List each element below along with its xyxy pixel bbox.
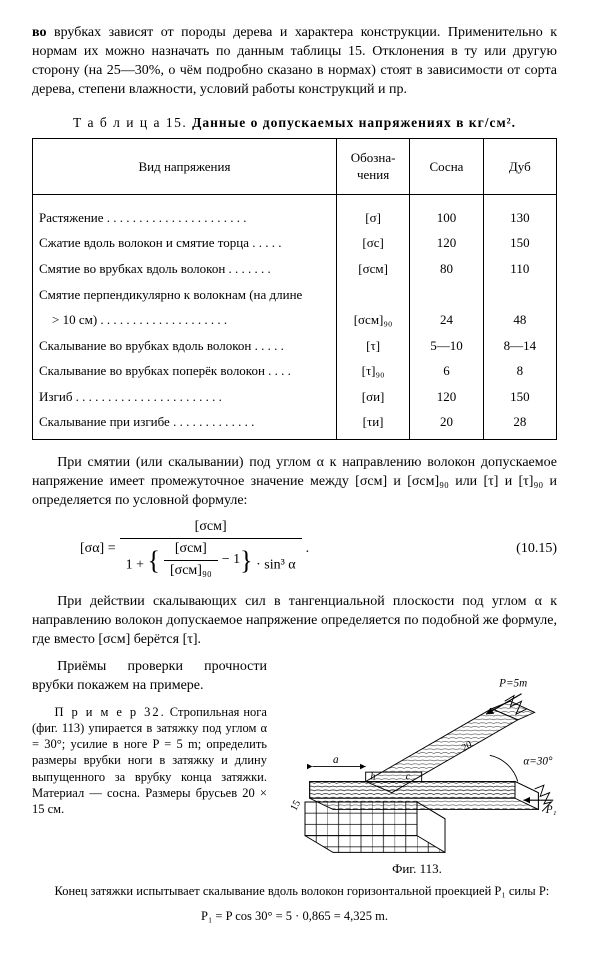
table-caption: Т а б л и ц а 15. Данные о допускаемых н… — [32, 114, 557, 132]
table-row: Скалывание во врубках поперёк волокон . … — [33, 358, 557, 384]
figure-svg: P=5m α=30° P₁ a h c 15 20 — [277, 662, 557, 858]
intro-rest: врубках зависят от породы дерева и харак… — [32, 25, 557, 97]
formula-numerator: [σсм] — [189, 518, 233, 538]
formula-period: . — [306, 540, 310, 559]
table-row: Сжатие вдоль волокон и смятие торца . . … — [33, 230, 557, 256]
label-p1: P₁ — [545, 804, 557, 816]
label-a30: α=30° — [523, 755, 553, 767]
th-kind: Вид напряжения — [33, 138, 337, 194]
table-row: Смятие перпендикулярно к волокнам (на дл… — [33, 282, 557, 308]
stress-table: Вид напряжения Обозна- чения Сосна Дуб Р… — [32, 138, 557, 440]
tail-equation: P₁ = P cos 30° = 5 · 0,865 = 4,325 m. — [32, 908, 557, 924]
formula-inner-bot: [σсм]₉₀ — [164, 560, 218, 581]
caption-title: Данные о допускаемых напряжениях в кг/см… — [192, 115, 516, 130]
label-p5m: P=5m — [498, 677, 527, 689]
table-row: Изгиб . . . . . . . . . . . . . . . . . … — [33, 384, 557, 410]
th-sym: Обозна- чения — [336, 138, 409, 194]
table-row: Растяжение . . . . . . . . . . . . . . .… — [33, 194, 557, 230]
equation-number: (10.15) — [516, 540, 557, 559]
tangential-paragraph: При действии скалывающих сил в тангенциа… — [32, 593, 557, 650]
brace-right-icon: } — [240, 552, 252, 570]
caption-prefix: Т а б л и ц а 15. — [73, 115, 192, 130]
formula-sin: · sin³ α — [256, 558, 296, 573]
label-h: h — [370, 771, 375, 782]
table-row: Смятие во врубках вдоль волокон . . . . … — [33, 256, 557, 282]
formula-one-plus: 1 + — [126, 558, 148, 573]
brace-left-icon: { — [148, 552, 160, 570]
table-row: Скалывание во врубках вдоль волокон . . … — [33, 333, 557, 359]
intro-bold: во — [32, 25, 54, 40]
label-c: c — [406, 771, 411, 782]
intro-paragraph: во врубках зависят от породы дерева и ха… — [32, 24, 557, 100]
formula-inner-top: [σсм] — [169, 540, 213, 560]
tail-paragraph: Конец затяжки испытывает скалывание вдол… — [32, 883, 557, 899]
table-header-row: Вид напряжения Обозна- чения Сосна Дуб — [33, 138, 557, 194]
th-pine: Сосна — [410, 138, 483, 194]
label-15: 15 — [289, 798, 304, 812]
table-row: > 10 см) . . . . . . . . . . . . . . . .… — [33, 307, 557, 333]
table-row: Скалывание при изгибе . . . . . . . . . … — [33, 409, 557, 439]
th-oak: Дуб — [483, 138, 556, 194]
label-a: a — [333, 754, 339, 766]
formula-10-15: [σα] = [σсм] 1 + { [σсм] [σсм]₉₀ − 1 } ·… — [32, 518, 557, 581]
formula-minus-one: − 1 — [222, 551, 240, 570]
figure-113: P=5m α=30° P₁ a h c 15 20 Фиг. 113. — [277, 662, 557, 878]
figure-caption: Фиг. 113. — [277, 860, 557, 878]
example-title: П р и м е р 32. — [55, 705, 166, 719]
angle-paragraph: При смятии (или скалывании) под углом α … — [32, 454, 557, 511]
formula-lhs: [σα] = — [80, 540, 116, 559]
example-body: Стропильная нога (фиг. 113) упирается в … — [32, 705, 267, 817]
